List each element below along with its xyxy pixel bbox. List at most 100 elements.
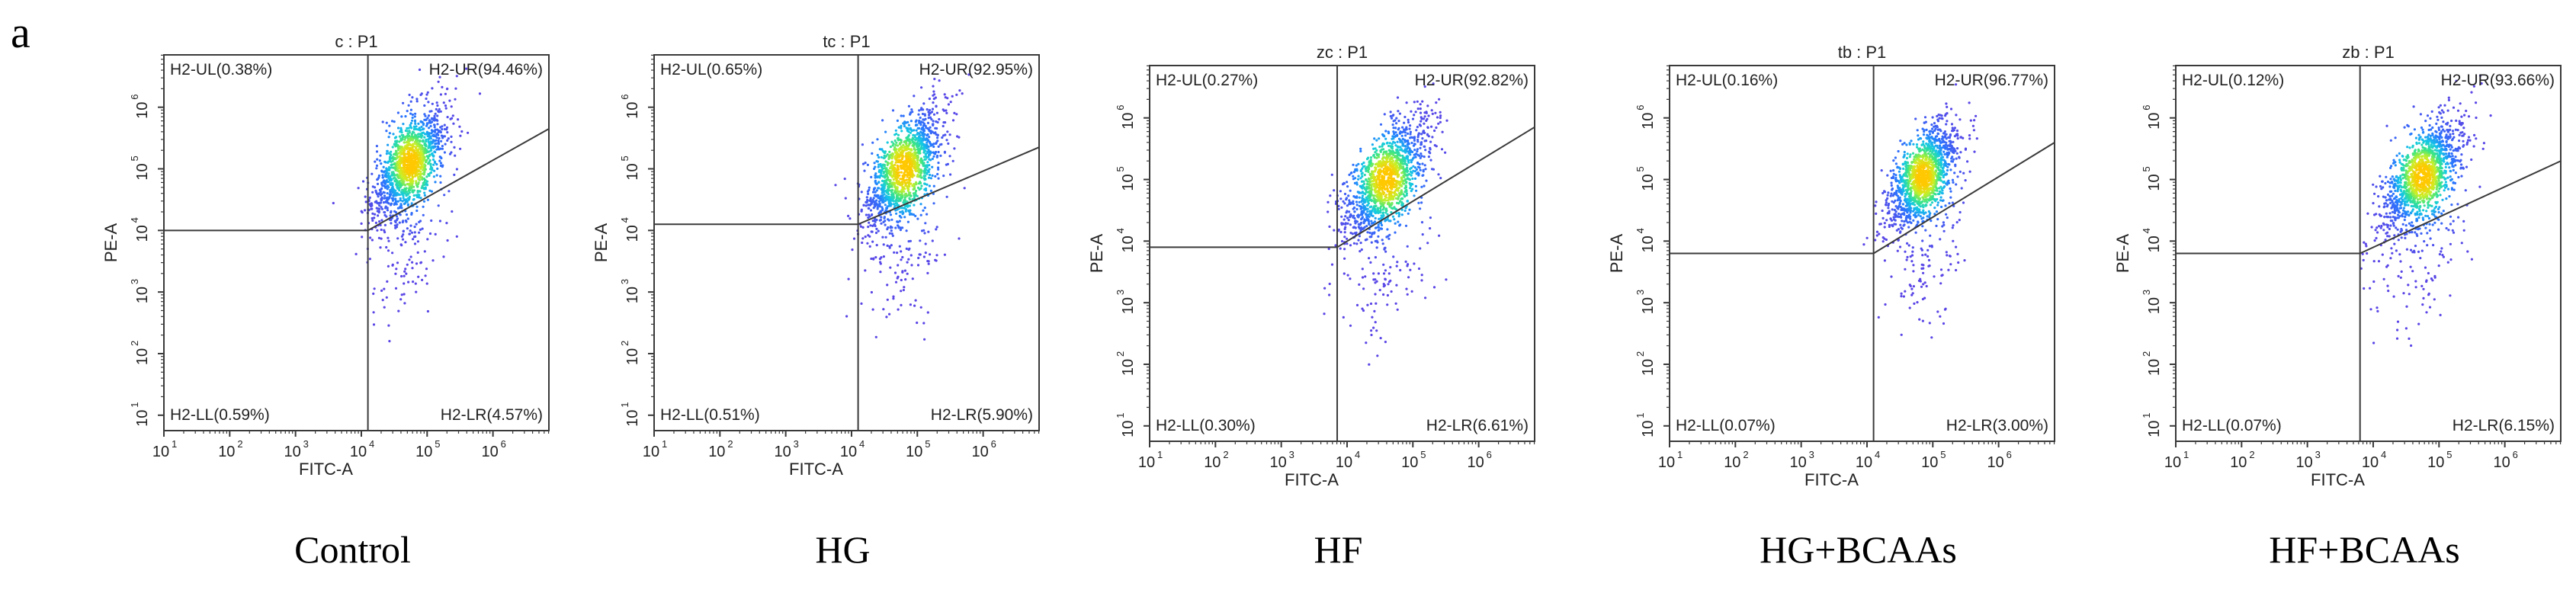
scatter-point <box>1361 175 1364 178</box>
scatter-point <box>1409 136 1412 139</box>
scatter-point <box>931 239 934 242</box>
scatter-point <box>1444 151 1447 154</box>
scatter-point <box>385 245 388 249</box>
scatter-point <box>1381 133 1384 136</box>
scatter-point <box>1430 125 1433 128</box>
scatter-point <box>909 142 912 145</box>
scatter-point <box>1382 263 1385 266</box>
scatter-point <box>406 170 409 173</box>
scatter-point <box>422 147 425 150</box>
scatter-point <box>387 249 390 252</box>
scatter-point <box>909 151 912 154</box>
scatter-point <box>1373 210 1376 213</box>
scatter-point <box>913 203 916 207</box>
scatter-point <box>893 271 897 274</box>
scatter-point <box>407 176 410 179</box>
scatter-point <box>441 147 444 150</box>
scatter-point <box>923 165 927 168</box>
scatter-point <box>428 232 432 236</box>
scatter-point <box>932 113 936 116</box>
scatter-point <box>377 195 380 198</box>
scatter-point <box>931 130 934 133</box>
scatter-point <box>373 216 376 219</box>
scatter-point <box>1398 112 1401 115</box>
scatter-point <box>398 135 402 138</box>
scatter-point <box>916 156 919 159</box>
scatter-point <box>922 209 925 212</box>
scatter-point <box>383 171 386 174</box>
scatter-point <box>1371 316 1374 319</box>
scatter-point <box>1339 190 1342 193</box>
scatter-point <box>931 107 935 111</box>
scatter-point <box>881 200 884 203</box>
scatter-point <box>928 164 931 167</box>
scatter-point <box>452 122 455 125</box>
scatter-point <box>1365 196 1368 199</box>
scatter-point <box>945 109 948 112</box>
scatter-point <box>407 127 410 130</box>
scatter-point <box>383 210 386 214</box>
scatter-point <box>440 156 443 160</box>
scatter-point <box>1429 140 1432 143</box>
scatter-point <box>921 112 925 116</box>
scatter-point <box>935 141 938 144</box>
scatter-point <box>929 173 932 177</box>
scatter-point <box>390 188 393 191</box>
scatter-point <box>1400 166 1403 169</box>
scatter-point <box>371 185 374 188</box>
scatter-point <box>420 92 423 95</box>
scatter-point <box>1365 341 1368 344</box>
scatter-point <box>435 107 438 111</box>
scatter-point <box>1379 207 1382 210</box>
scatter-point <box>423 194 427 197</box>
scatter-point <box>932 145 935 149</box>
scatter-point <box>1367 199 1370 202</box>
scatter-point <box>909 209 912 212</box>
scatter-point <box>874 335 877 338</box>
scatter-point <box>392 171 395 174</box>
scatter-point <box>376 229 379 232</box>
scatter-point <box>1409 124 1412 127</box>
scatter-point <box>409 255 412 258</box>
scatter-point <box>417 151 420 154</box>
scatter-point <box>1371 194 1375 197</box>
scatter-point <box>1378 217 1381 220</box>
y-tick: 101 <box>1115 413 1137 437</box>
scatter-point <box>875 227 878 230</box>
scatter-point <box>404 163 407 166</box>
scatter-point <box>410 202 413 205</box>
scatter-point <box>1355 303 1359 306</box>
scatter-point <box>394 226 397 229</box>
scatter-point <box>409 122 413 125</box>
scatter-point <box>422 184 425 187</box>
scatter-point <box>1400 200 1403 204</box>
scatter-point <box>903 181 906 184</box>
scatter-point <box>943 253 946 256</box>
scatter-point <box>423 136 426 139</box>
scatter-point <box>374 221 377 224</box>
scatter-point <box>1413 101 1416 104</box>
scatter-point <box>436 123 439 126</box>
scatter-point <box>434 232 437 236</box>
scatter-point <box>1373 220 1377 223</box>
scatter-point <box>429 165 433 168</box>
scatter-point <box>1407 263 1410 266</box>
scatter-point <box>1424 296 1427 300</box>
y-axis-label: PE-A <box>592 223 611 263</box>
scatter-point <box>381 176 384 179</box>
scatter-point <box>421 227 424 230</box>
scatter-point <box>399 213 402 216</box>
scatter-point <box>1409 268 1412 271</box>
scatter-point <box>881 206 884 209</box>
scatter-point <box>1367 170 1370 174</box>
scatter-point <box>1328 282 1331 286</box>
scatter-point <box>443 194 446 197</box>
scatter-point <box>884 160 887 163</box>
scatter-point <box>963 187 966 190</box>
scatter-point <box>410 213 413 216</box>
scatter-point <box>1375 178 1378 181</box>
scatter-point <box>1403 195 1407 198</box>
scatter-point <box>885 181 888 184</box>
scatter-point <box>1386 213 1389 216</box>
scatter-point <box>925 172 929 175</box>
